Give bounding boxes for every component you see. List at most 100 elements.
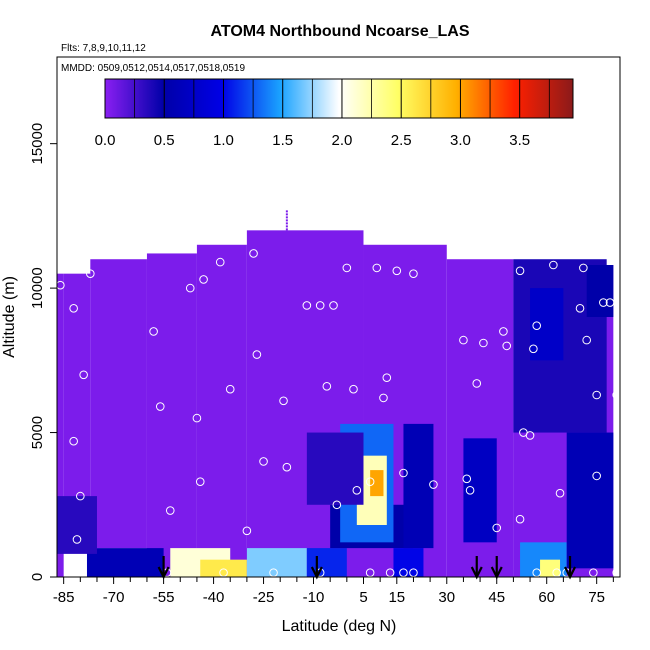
sample-point	[249, 249, 258, 258]
sample-point	[579, 263, 588, 273]
sample-point	[382, 373, 392, 382]
heatmap-cell	[566, 432, 614, 569]
sample-point	[372, 263, 382, 273]
colorbar-ramp	[104, 78, 574, 119]
sample-point	[185, 283, 195, 293]
sample-point	[302, 301, 312, 310]
sample-point	[592, 471, 601, 481]
sample-point	[462, 474, 472, 484]
sample-point	[79, 370, 88, 380]
sample-point	[525, 431, 535, 440]
sample-point	[592, 390, 601, 400]
x-tick-label: 45	[488, 589, 505, 606]
sample-point	[399, 468, 408, 478]
sample-point	[72, 535, 82, 544]
sample-point	[195, 477, 205, 486]
heatmap-cell	[463, 438, 497, 543]
sample-point	[479, 338, 488, 348]
chart-title: ATOM4 Northbound Ncoarse_LAS	[211, 23, 470, 40]
sample-point	[532, 568, 542, 577]
sample-point	[199, 275, 208, 284]
x-tick-label: 15	[388, 589, 405, 606]
sample-point	[69, 436, 78, 446]
sample-point	[282, 462, 292, 472]
sample-point	[365, 477, 375, 486]
heatmap-cell	[540, 559, 561, 577]
sample-point	[322, 382, 332, 391]
colorbar-tick-label: 0.0	[95, 132, 116, 149]
sample-point	[552, 568, 562, 577]
sample-point	[492, 523, 502, 533]
sample-point	[529, 344, 538, 354]
heatmap-cell	[306, 548, 347, 577]
sample-point	[215, 257, 225, 267]
sample-points-layer	[57, 249, 620, 577]
colorbar: 0.0 0.5 1.0 1.5 2.0 2.5 3.0 3.5	[95, 78, 574, 149]
colorbar-tick-label: 3.0	[450, 132, 471, 149]
coverage-cell	[196, 244, 247, 560]
sample-point	[575, 304, 585, 313]
sample-point	[582, 335, 591, 345]
sample-point	[532, 321, 542, 330]
sample-point	[589, 568, 598, 577]
heatmap-cell	[370, 470, 384, 497]
sample-point	[329, 301, 338, 310]
coverage-cell	[146, 253, 197, 560]
heatmap-cell	[57, 496, 97, 554]
sample-point	[409, 568, 418, 577]
sample-point	[459, 335, 468, 345]
y-axis-label: Altitude (m)	[1, 276, 18, 358]
x-tick-label: 60	[538, 589, 555, 606]
x-tick-label: 30	[438, 589, 455, 606]
y-tick-label: 15000	[29, 123, 46, 165]
sample-point	[379, 393, 388, 403]
x-axis: -85 -70 -55 -40 -25 -10 5 15 30 45 60 75	[53, 577, 614, 606]
sample-point	[612, 390, 620, 400]
heatmap-cell	[200, 559, 247, 577]
colorbar-tick-label: 2.5	[391, 132, 412, 149]
sample-point	[155, 402, 165, 411]
sample-point	[219, 568, 228, 577]
colorbar-tick-label: 1.0	[213, 132, 234, 149]
y-axis: 0 5000 10000 15000	[29, 123, 57, 581]
y-tick-label: 5000	[29, 416, 46, 449]
sample-point	[165, 506, 175, 515]
y-tick-label: 0	[29, 573, 46, 581]
sample-point	[192, 413, 202, 423]
heatmap-cell	[403, 423, 434, 549]
sample-point	[472, 379, 482, 388]
sample-point	[242, 526, 252, 536]
heatmap-cell	[393, 548, 424, 577]
colorbar-tick-label: 0.5	[154, 132, 175, 149]
sample-point	[57, 280, 65, 290]
sample-point	[499, 327, 508, 336]
sample-point	[515, 266, 525, 276]
coverage-cell	[90, 259, 147, 549]
sample-point	[352, 486, 362, 495]
sample-point	[279, 396, 288, 406]
x-tick-label: 75	[588, 589, 605, 606]
plot-frame	[56, 56, 621, 578]
sample-point	[409, 269, 418, 278]
sample-point	[259, 457, 268, 466]
sample-point	[225, 384, 235, 394]
sample-point	[399, 568, 408, 577]
colorbar-tick-label: 1.5	[272, 132, 293, 149]
heatmap-cell	[530, 288, 564, 361]
sample-point	[549, 260, 558, 270]
sample-point	[365, 568, 375, 577]
sample-point	[385, 568, 395, 577]
y-tick-label: 10000	[29, 267, 46, 309]
sample-point	[86, 269, 95, 278]
x-tick-label: 5	[359, 589, 367, 606]
heatmap-cell	[86, 548, 164, 577]
sample-point	[252, 350, 262, 359]
x-tick-label: -40	[203, 589, 225, 606]
sample-point	[502, 341, 512, 351]
colorbar-tick-label: 3.5	[509, 132, 530, 149]
sample-point	[612, 568, 620, 577]
x-tick-label: -10	[303, 589, 325, 606]
sample-point	[76, 491, 85, 501]
sample-point	[69, 304, 78, 313]
